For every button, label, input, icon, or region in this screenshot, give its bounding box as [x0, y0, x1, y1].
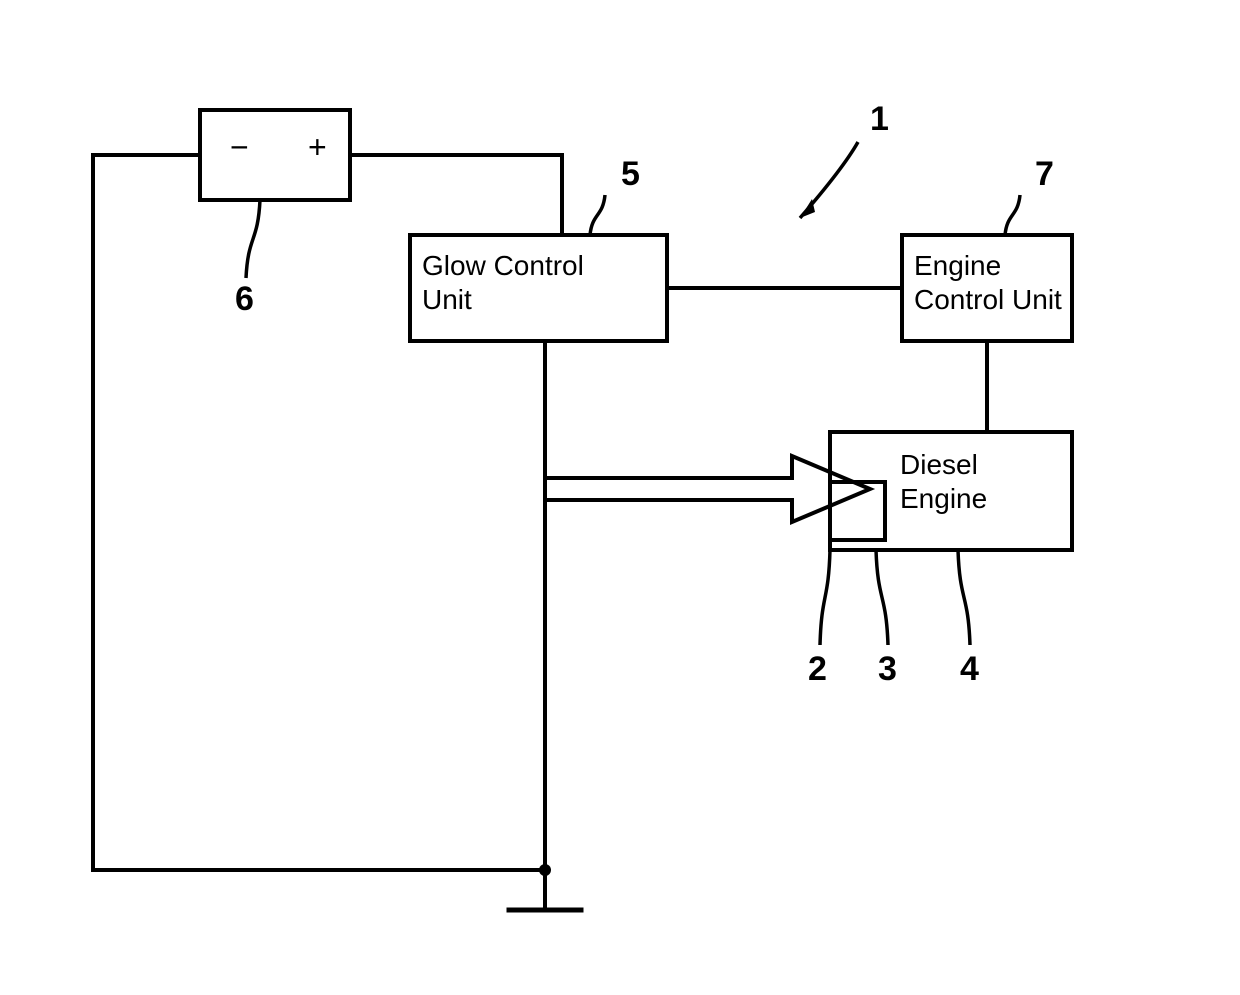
- leader-3: [876, 550, 888, 645]
- ref-6: 6: [235, 280, 254, 318]
- ref-2: 2: [808, 650, 827, 688]
- glow-label-line1: Glow Control: [422, 250, 584, 281]
- battery-minus-symbol: −: [230, 129, 249, 165]
- battery-plus-symbol: +: [308, 129, 327, 165]
- leader-2: [820, 550, 830, 645]
- ref-7: 7: [1035, 155, 1054, 193]
- ref-5: 5: [621, 155, 640, 193]
- ref-3: 3: [878, 650, 897, 688]
- leader-4: [958, 550, 970, 645]
- ref-4: 4: [960, 650, 979, 688]
- battery-box: [200, 110, 350, 200]
- leader-5: [590, 195, 605, 235]
- glow-label-line2: Unit: [422, 284, 472, 315]
- leader-6: [246, 200, 260, 278]
- ecu-label-line2: Control Unit: [914, 284, 1062, 315]
- block-diagram: Glow ControlUnitEngineControl UnitDiesel…: [0, 0, 1240, 995]
- ecu-label-line1: Engine: [914, 250, 1001, 281]
- ref-1: 1: [870, 100, 889, 138]
- leader-7: [1005, 195, 1020, 235]
- glow-plug-body-box: [830, 482, 885, 540]
- engine-label-line2: Engine: [900, 483, 987, 514]
- engine-label-line1: Diesel: [900, 449, 978, 480]
